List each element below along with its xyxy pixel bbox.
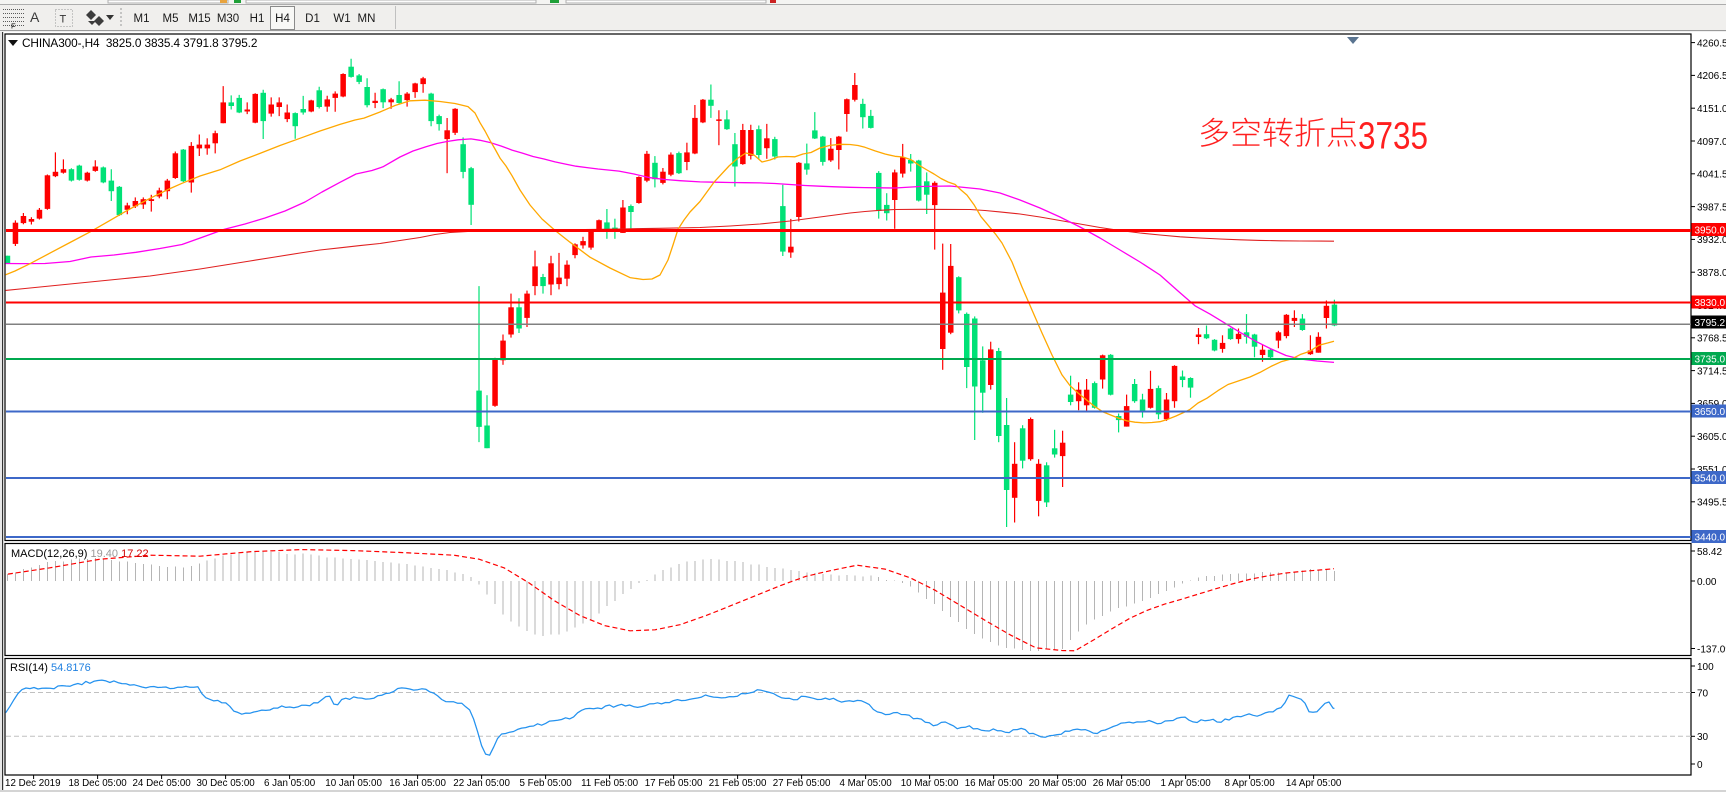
svg-text:4 Mar 05:00: 4 Mar 05:00 xyxy=(839,778,892,789)
svg-text:3551.0: 3551.0 xyxy=(1697,465,1726,476)
svg-text:17 Feb 05:00: 17 Feb 05:00 xyxy=(645,778,703,789)
svg-text:24 Dec 05:00: 24 Dec 05:00 xyxy=(132,778,191,789)
svg-text:21 Feb 05:00: 21 Feb 05:00 xyxy=(709,778,767,789)
svg-text:A: A xyxy=(30,9,40,25)
svg-text:3735.0: 3735.0 xyxy=(1695,354,1726,365)
svg-text:27 Feb 05:00: 27 Feb 05:00 xyxy=(773,778,831,789)
svg-text:16 Mar 05:00: 16 Mar 05:00 xyxy=(965,778,1023,789)
svg-text:3440.0: 3440.0 xyxy=(1695,532,1726,543)
svg-text:0.00: 0.00 xyxy=(1697,577,1717,588)
svg-text:T: T xyxy=(60,14,67,26)
svg-text:22 Jan 05:00: 22 Jan 05:00 xyxy=(453,778,510,789)
svg-text:10 Jan 05:00: 10 Jan 05:00 xyxy=(325,778,382,789)
svg-text:3878.0: 3878.0 xyxy=(1697,268,1726,279)
svg-text:4041.5: 4041.5 xyxy=(1697,170,1726,181)
svg-text:4206.5: 4206.5 xyxy=(1697,71,1726,82)
svg-text:H4: H4 xyxy=(275,13,290,25)
svg-text:5 Feb 05:00: 5 Feb 05:00 xyxy=(519,778,572,789)
svg-text:1 Apr 05:00: 1 Apr 05:00 xyxy=(1161,778,1212,789)
svg-text:D1: D1 xyxy=(305,13,320,25)
svg-text:26 Mar 05:00: 26 Mar 05:00 xyxy=(1093,778,1151,789)
svg-text:M30: M30 xyxy=(217,13,239,25)
svg-text:0: 0 xyxy=(1697,760,1703,771)
svg-text:6 Jan 05:00: 6 Jan 05:00 xyxy=(264,778,316,789)
svg-text:14 Apr 05:00: 14 Apr 05:00 xyxy=(1286,778,1342,789)
svg-text:3540.0: 3540.0 xyxy=(1695,473,1726,484)
svg-text:H1: H1 xyxy=(250,13,265,25)
svg-text:30 Dec 05:00: 30 Dec 05:00 xyxy=(196,778,255,789)
svg-text:3605.0: 3605.0 xyxy=(1697,432,1726,443)
svg-text:-137.09: -137.09 xyxy=(1697,644,1726,655)
svg-text:3714.5: 3714.5 xyxy=(1697,366,1726,377)
svg-text:RSI(14) 54.8176: RSI(14) 54.8176 xyxy=(10,662,91,674)
svg-text:3768.5: 3768.5 xyxy=(1697,334,1726,345)
svg-text:3932.0: 3932.0 xyxy=(1697,235,1726,246)
svg-text:M15: M15 xyxy=(188,13,210,25)
svg-text:3650.0: 3650.0 xyxy=(1695,407,1726,418)
svg-text:3495.5: 3495.5 xyxy=(1697,498,1726,509)
svg-text:3795.2: 3795.2 xyxy=(1695,318,1726,329)
svg-text:MN: MN xyxy=(358,13,376,25)
svg-text:4151.0: 4151.0 xyxy=(1697,104,1726,115)
svg-text:CHINA300-,H4 3825.0 3835.4 37: CHINA300-,H4 3825.0 3835.4 3791.8 3795.2 xyxy=(22,36,257,50)
svg-text:10 Mar 05:00: 10 Mar 05:00 xyxy=(901,778,959,789)
svg-text:3735: 3735 xyxy=(1358,116,1428,158)
svg-text:12 Dec 2019: 12 Dec 2019 xyxy=(5,778,61,789)
svg-text:20 Mar 05:00: 20 Mar 05:00 xyxy=(1029,778,1087,789)
svg-text:3987.5: 3987.5 xyxy=(1697,202,1726,213)
svg-text:F: F xyxy=(11,22,16,31)
svg-text:8 Apr 05:00: 8 Apr 05:00 xyxy=(1225,778,1276,789)
svg-text:70: 70 xyxy=(1697,688,1709,699)
svg-text:4097.0: 4097.0 xyxy=(1697,137,1726,148)
svg-text:58.42: 58.42 xyxy=(1697,547,1722,558)
svg-text:M1: M1 xyxy=(134,13,150,25)
svg-text:16 Jan 05:00: 16 Jan 05:00 xyxy=(389,778,446,789)
svg-text:3950.0: 3950.0 xyxy=(1695,225,1726,236)
svg-text:11 Feb 05:00: 11 Feb 05:00 xyxy=(581,778,639,789)
svg-text:18 Dec 05:00: 18 Dec 05:00 xyxy=(68,778,127,789)
svg-text:4260.5: 4260.5 xyxy=(1697,38,1726,49)
svg-text:W1: W1 xyxy=(333,13,350,25)
svg-text:3830.0: 3830.0 xyxy=(1695,298,1726,309)
svg-text:M5: M5 xyxy=(163,13,179,25)
svg-text:30: 30 xyxy=(1697,732,1709,743)
svg-text:100: 100 xyxy=(1697,662,1714,673)
svg-text:MACD(12,26,9) 19.40 17.22: MACD(12,26,9) 19.40 17.22 xyxy=(11,548,149,560)
